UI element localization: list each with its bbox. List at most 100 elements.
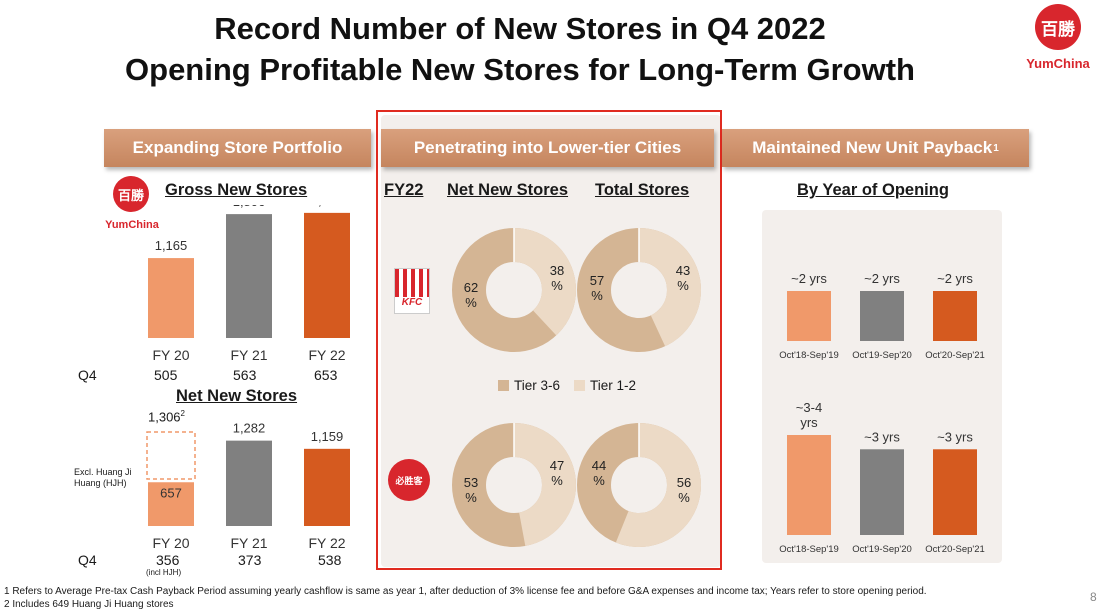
bar-0 [148,258,194,338]
bar-0 [787,291,831,341]
donut-value-0: 44 [592,458,606,473]
right-banner-text: Maintained New Unit Payback [752,138,993,157]
bar-label-0: yrs [800,415,818,430]
gross-new-stores-title: Gross New Stores [165,181,308,199]
net-fy20-total: 1,3062 [148,409,185,424]
footnote-2: 2 Includes 649 Huang Ji Huang stores [4,599,174,610]
net-q4-fy20: 356 [156,552,180,568]
donut-percent-1: % [677,278,689,293]
category-label-0: FY 20 [152,535,189,551]
logo-text: YumChina [1026,56,1090,71]
gross-new-stores-chart: 1,165 FY 20 1,806 FY 21 1,824 FY 22 [148,205,350,363]
donut-percent-1: % [551,473,563,488]
net-fy20-total-sup: 2 [180,409,185,418]
title-line-1: Record Number of New Stores in Q4 2022 [214,11,826,46]
bar-label-1: 1,806 [233,205,266,209]
bar-label-2: ~3 yrs [937,429,973,444]
donut-value-1: 56 [677,475,691,490]
hjh-dashed-bar [146,431,196,480]
payback-kfc-chart: ~2 yrs Oct'18-Sep'19 ~2 yrs Oct'19-Sep'20 ~2… [779,271,985,361]
donut-percent-1: % [551,278,563,293]
donut-value-0: 62 [464,280,478,295]
kfc-logo-text: KFC [401,297,423,308]
bar-2 [933,449,977,535]
title-line-2: Opening Profitable New Stores for Long-T… [125,52,915,87]
category-label-2: Oct'20-Sep'21 [925,350,985,361]
legend-swatch-light [574,380,586,391]
right-banner: Maintained New Unit Payback 1 [722,129,1029,167]
donut-value-1: 43 [676,263,690,278]
bar-label-1: ~2 yrs [864,271,900,286]
footnote-1: 1 Refers to Average Pre-tax Cash Payback… [4,586,927,597]
bar-label-1: 1,282 [233,421,266,436]
bar-1 [226,440,272,526]
legend-swatch-dark [498,380,509,391]
bar-0 [148,482,194,526]
yumchina-small-logo: 百勝 YumChina [100,176,164,234]
gross-q4-fy21: 563 [233,367,257,383]
logo-mark-icon: 百勝 [1035,4,1081,50]
donut-percent-0: % [593,473,605,488]
pizzahut-logo-icon: 必胜客 [388,459,430,501]
bar-1 [860,291,904,341]
highlight-box [376,110,722,570]
q4-label-gross: Q4 [78,367,97,383]
bar-1 [860,449,904,535]
donut-value-1: 47 [550,458,564,473]
donut-percent-0: % [465,295,477,310]
legend-tier12-label: Tier 1-2 [590,378,637,393]
page-number: 8 [1090,590,1097,604]
category-label-0: Oct'18-Sep'19 [779,544,839,555]
donut-value-0: 53 [464,475,478,490]
excl-hjh-note: Excl. Huang Ji Huang (HJH) [74,467,132,488]
category-label-2: FY 22 [308,347,345,363]
category-label-2: FY 22 [308,535,345,551]
small-logo-mark-icon: 百勝 [113,176,149,212]
bar-2 [304,212,350,338]
bar-label-0: 657 [160,485,182,500]
middle-total-header: Total Stores [595,181,690,199]
donut-value-1: 38 [550,263,564,278]
bar-label-0: ~3-4 [796,400,822,415]
kfc-logo-icon: KFC [394,268,430,314]
bar-label-2: 1,159 [311,429,344,444]
net-new-stores-chart: FY 20 1,282 FY 21 1,159 FY 22 657 [146,421,350,551]
net-q4-fy21: 373 [238,552,262,568]
donut-value-0: 57 [590,273,604,288]
q4-label-net: Q4 [78,552,97,568]
category-label-1: Oct'19-Sep'20 [852,350,912,361]
fy22-label: FY22 [384,181,424,199]
net-q4-note: (incl HJH) [146,568,182,577]
net-fy20-total-value: 1,306 [148,409,181,425]
left-banner: Expanding Store Portfolio [104,129,371,167]
bar-2 [933,291,977,341]
bar-label-2: 1,824 [311,205,344,208]
net-new-stores-title: Net New Stores [176,387,298,405]
category-label-1: Oct'19-Sep'20 [852,544,912,555]
right-banner-sup: 1 [993,142,999,154]
bar-label-2: ~2 yrs [937,271,973,286]
bar-label-1: ~3 yrs [864,429,900,444]
bar-2 [304,448,350,526]
gross-q4-fy22: 653 [314,367,338,383]
net-q4-fy22: 538 [318,552,342,568]
legend-tier36-label: Tier 3-6 [514,378,561,393]
yumchina-logo: 百勝 YumChina [1026,4,1090,78]
bar-0 [787,435,831,535]
middle-net-header: Net New Stores [447,181,569,199]
category-label-0: FY 20 [152,347,189,363]
bar-label-0: 1,165 [155,238,188,253]
category-label-1: FY 21 [230,347,267,363]
donut-percent-0: % [591,288,603,303]
donut-percent-1: % [678,490,690,505]
middle-banner: Penetrating into Lower-tier Cities [381,129,714,167]
bar-1 [226,214,272,338]
legend-tier12: Tier 1-2 [574,378,636,393]
small-logo-text: YumChina [105,219,159,231]
category-label-2: Oct'20-Sep'21 [925,544,985,555]
category-label-1: FY 21 [230,535,267,551]
donut-legend: Tier 3-6 Tier 1-2 [498,378,636,393]
category-label-0: Oct'18-Sep'19 [779,350,839,361]
donut-percent-0: % [465,490,477,505]
